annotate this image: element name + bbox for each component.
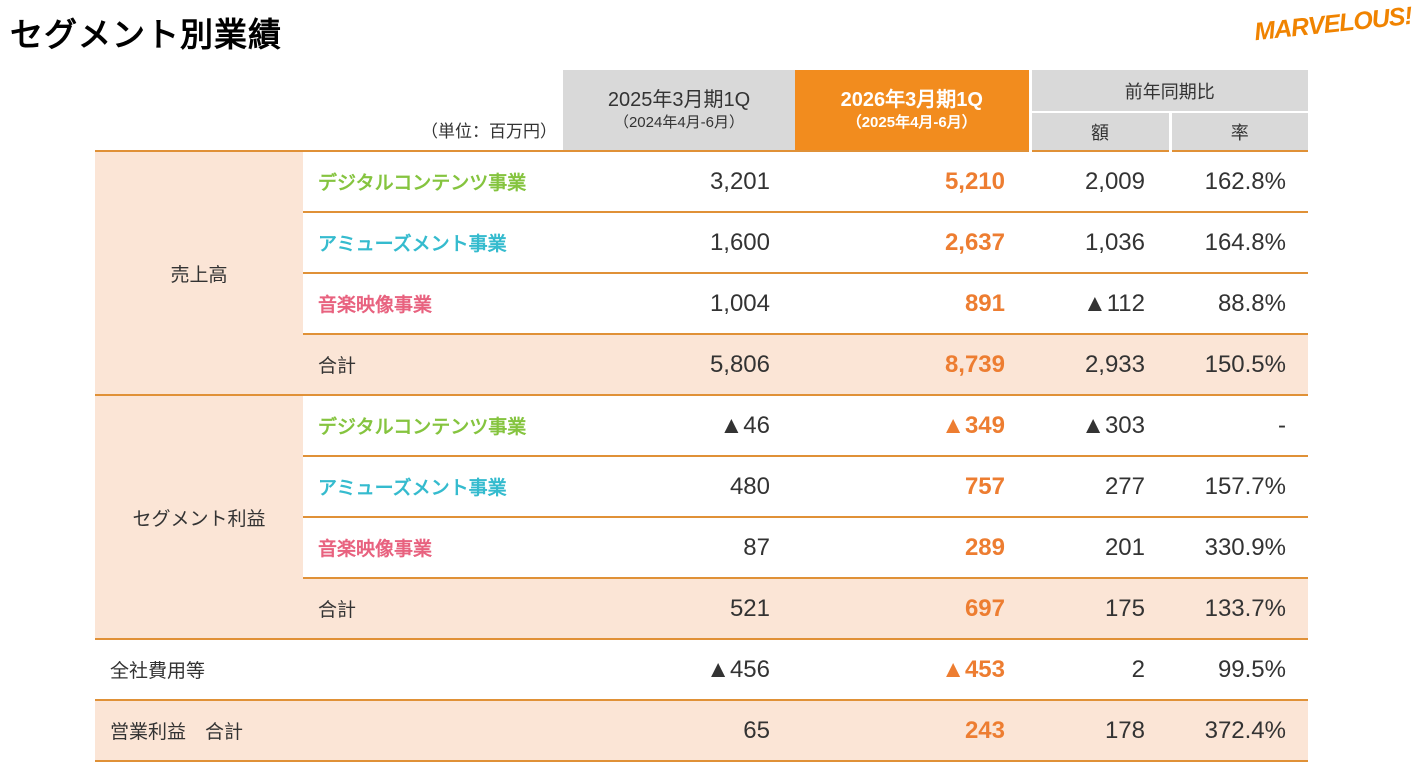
value-current: 2,637 bbox=[795, 212, 1030, 274]
value-current: 891 bbox=[795, 273, 1030, 335]
value-diff: ▲112 bbox=[1030, 273, 1170, 335]
table-row-sales-total: 合計 5,806 8,739 2,933 150.5% bbox=[95, 334, 1308, 396]
row-label-corporate-expenses: 全社費用等 bbox=[95, 639, 563, 701]
value-prev: ▲456 bbox=[563, 639, 795, 701]
header-row-2: 額 率 bbox=[95, 112, 1308, 152]
table-row-profit-music: 音楽映像事業 87 289 201 330.9% bbox=[95, 517, 1308, 579]
table-row-profit-amusement: アミューズメント事業 480 757 277 157.7% bbox=[95, 456, 1308, 518]
value-diff: 175 bbox=[1030, 578, 1170, 640]
value-rate: 164.8% bbox=[1170, 212, 1308, 274]
table-row-operating-profit-total: 営業利益 合計 65 243 178 372.4% bbox=[95, 700, 1308, 762]
value-diff: 1,036 bbox=[1030, 212, 1170, 274]
value-prev: 65 bbox=[563, 700, 795, 762]
value-current: 697 bbox=[795, 578, 1030, 640]
segment-results-table: （単位：百万円） 2025年3月期1Q （2024年4月-6月） 2026年3月… bbox=[95, 70, 1308, 762]
value-prev: 1,600 bbox=[563, 212, 795, 274]
table-row-corporate-expenses: 全社費用等 ▲456 ▲453 2 99.5% bbox=[95, 639, 1308, 701]
value-prev: 3,201 bbox=[563, 151, 795, 213]
group-label-sales: 売上高 bbox=[95, 151, 303, 396]
value-diff: 277 bbox=[1030, 456, 1170, 518]
value-current: ▲453 bbox=[795, 639, 1030, 701]
value-current: ▲349 bbox=[795, 395, 1030, 457]
value-diff: ▲303 bbox=[1030, 395, 1170, 457]
row-label-operating-profit: 営業利益 合計 bbox=[95, 700, 563, 762]
value-rate: 330.9% bbox=[1170, 517, 1308, 579]
segment-label-digital: デジタルコンテンツ事業 bbox=[303, 151, 563, 213]
value-diff: 2,933 bbox=[1030, 334, 1170, 396]
header-prev-line1: 2025年3月期1Q bbox=[607, 89, 751, 112]
value-rate: 99.5% bbox=[1170, 639, 1308, 701]
table-row-sales-digital: 売上高 デジタルコンテンツ事業 3,201 5,210 2,009 162.8% bbox=[95, 151, 1308, 396]
value-diff: 2,009 bbox=[1030, 151, 1170, 213]
total-label: 合計 bbox=[303, 578, 563, 640]
table-row-sales-amusement: アミューズメント事業 1,600 2,637 1,036 164.8% bbox=[95, 212, 1308, 274]
header-cur-line1: 2026年3月期1Q bbox=[840, 89, 983, 112]
value-prev: 1,004 bbox=[563, 273, 795, 335]
value-rate: 157.7% bbox=[1170, 456, 1308, 518]
value-rate: 162.8% bbox=[1170, 151, 1308, 213]
header-row-1: （単位：百万円） 2025年3月期1Q （2024年4月-6月） 2026年3月… bbox=[95, 70, 1308, 152]
value-prev: 5,806 bbox=[563, 334, 795, 396]
value-diff: 2 bbox=[1030, 639, 1170, 701]
segment-label-amusement: アミューズメント事業 bbox=[303, 212, 563, 274]
value-rate: 88.8% bbox=[1170, 273, 1308, 335]
total-label: 合計 bbox=[303, 334, 563, 396]
table-row-sales-music: 音楽映像事業 1,004 891 ▲112 88.8% bbox=[95, 273, 1308, 335]
table-row-profit-digital: セグメント利益 デジタルコンテンツ事業 ▲46 ▲349 ▲303 - bbox=[95, 395, 1308, 640]
value-prev: 480 bbox=[563, 456, 795, 518]
unit-note: （単位：百万円） bbox=[95, 70, 563, 152]
segment-label-amusement: アミューズメント事業 bbox=[303, 456, 563, 518]
value-rate: 133.7% bbox=[1170, 578, 1308, 640]
value-current: 289 bbox=[795, 517, 1030, 579]
table-row-profit-total: 合計 521 697 175 133.7% bbox=[95, 578, 1308, 640]
header-yoy-rate: 率 bbox=[1168, 112, 1308, 152]
value-rate: 372.4% bbox=[1170, 700, 1308, 762]
header-current-period: 2026年3月期1Q （2025年4月-6月） bbox=[795, 70, 1030, 152]
header-yoy-amount: 額 bbox=[1028, 112, 1170, 152]
value-rate: 150.5% bbox=[1170, 334, 1308, 396]
value-prev: ▲46 bbox=[563, 395, 795, 457]
value-rate: - bbox=[1170, 395, 1308, 457]
marvelous-logo: MARVELOUS! bbox=[1252, 1, 1413, 47]
value-current: 757 bbox=[795, 456, 1030, 518]
header-cur-line2: （2025年4月-6月） bbox=[846, 114, 977, 132]
value-diff: 178 bbox=[1030, 700, 1170, 762]
segment-label-digital: デジタルコンテンツ事業 bbox=[303, 395, 563, 457]
value-diff: 201 bbox=[1030, 517, 1170, 579]
value-current: 8,739 bbox=[795, 334, 1030, 396]
value-prev: 521 bbox=[563, 578, 795, 640]
segment-label-music: 音楽映像事業 bbox=[303, 517, 563, 579]
header-prev-period: 2025年3月期1Q （2024年4月-6月） bbox=[563, 70, 795, 152]
value-prev: 87 bbox=[563, 517, 795, 579]
header-prev-line2: （2024年4月-6月） bbox=[613, 114, 745, 132]
page-title: セグメント別業績 bbox=[10, 16, 282, 53]
value-current: 5,210 bbox=[795, 151, 1030, 213]
value-current: 243 bbox=[795, 700, 1030, 762]
segment-label-music: 音楽映像事業 bbox=[303, 273, 563, 335]
group-label-segment-profit: セグメント利益 bbox=[95, 395, 303, 640]
header-yoy: 前年同期比 bbox=[1028, 70, 1308, 113]
